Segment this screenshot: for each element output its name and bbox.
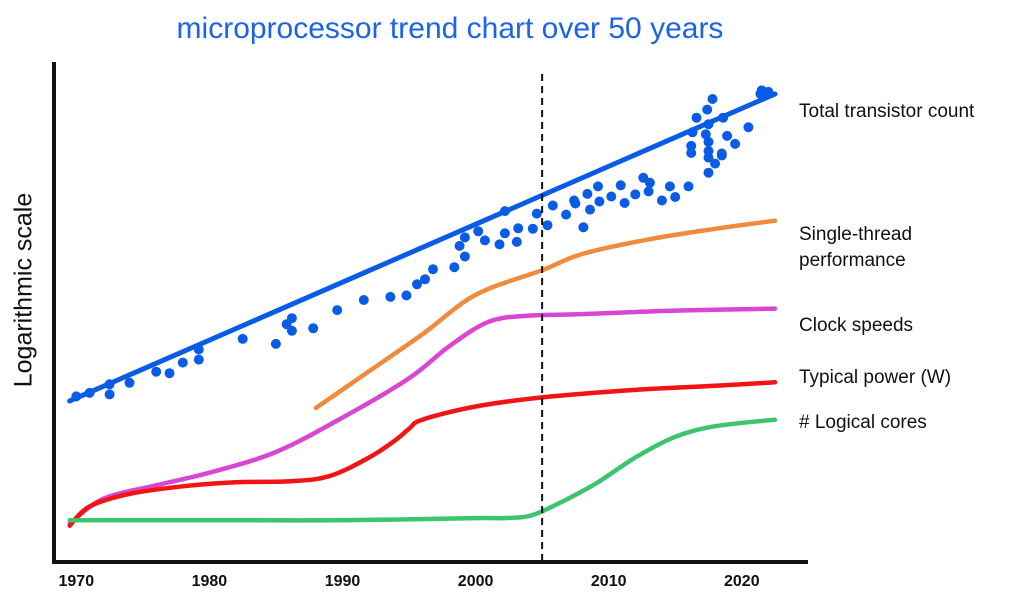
total-transistor-count-point	[686, 140, 697, 151]
total-transistor-count-point	[686, 148, 697, 158]
total-transistor-count-point	[308, 323, 319, 334]
total-transistor-count-point	[578, 222, 589, 233]
total-transistor-count-point	[358, 295, 369, 305]
total-transistor-count-point	[569, 195, 580, 206]
total-transistor-count-point	[428, 264, 438, 275]
typical-power-w-line	[67, 380, 778, 528]
total-transistor-count-point	[547, 200, 558, 211]
total-transistor-count-point	[606, 191, 617, 202]
x-tick-label: 1990	[325, 573, 361, 590]
total-transistor-count-point	[700, 129, 711, 140]
x-tick-label: 2000	[458, 573, 494, 590]
total-transistor-count-point	[499, 228, 510, 239]
x-tick-label: 1980	[192, 573, 228, 590]
total-transistor-count-point	[763, 86, 774, 97]
total-transistor-count-point	[459, 251, 470, 262]
total-transistor-count-point	[459, 232, 470, 243]
total-transistor-count-point	[513, 223, 524, 234]
total-transistor-count-point	[420, 274, 430, 285]
total-transistor-count-point	[104, 389, 115, 400]
total-transistor-count-point	[177, 357, 188, 368]
total-transistor-count-point	[531, 208, 542, 219]
x-tick-label: 2020	[724, 573, 760, 590]
total-transistor-count-point	[473, 226, 484, 237]
total-transistor-count-point	[511, 236, 522, 247]
total-transistor-count-point	[164, 368, 175, 379]
total-transistor-count-point	[193, 344, 204, 355]
total-transistor-count-point	[286, 325, 297, 336]
total-transistor-count-point	[594, 196, 605, 207]
total-transistor-count-point	[670, 192, 681, 202]
total-transistor-count-point	[270, 338, 281, 349]
x-tick-label: 1970	[59, 573, 95, 590]
total-transistor-count-point	[615, 180, 626, 191]
total-transistor-count-point	[619, 198, 630, 208]
total-transistor-count-point	[454, 240, 465, 251]
total-transistor-count-point	[412, 279, 422, 290]
total-transistor-count-point	[561, 209, 572, 220]
total-transistor-count-point	[193, 354, 204, 365]
clock-speeds-label: Clock speeds	[799, 315, 913, 336]
total-transistor-count-point	[527, 223, 538, 234]
total-transistor-count-point	[494, 239, 505, 250]
total-transistor-count-point	[716, 148, 727, 159]
typical-power-w-label: Typical power (W)	[799, 367, 951, 388]
total-transistor-count-point	[593, 181, 603, 192]
total-transistor-count-point	[449, 262, 460, 273]
total-transistor-count-point	[687, 127, 698, 138]
total-transistor-count-point	[237, 333, 248, 344]
total-transistor-count-point	[479, 235, 490, 246]
total-transistor-count-point	[707, 94, 718, 104]
total-transistor-count-point	[151, 366, 162, 377]
total-transistor-count-point	[718, 112, 729, 123]
total-transistor-count-point	[664, 181, 675, 192]
total-transistor-count-point	[84, 387, 95, 398]
total-transistor-count-point	[722, 130, 733, 141]
total-transistor-count-point	[286, 313, 297, 324]
total-transistor-count-label: Total transistor count	[799, 101, 975, 122]
total-transistor-count-point	[638, 172, 649, 183]
total-transistor-count-point	[702, 104, 713, 115]
total-transistor-count-point	[710, 158, 721, 169]
total-transistor-count-point	[703, 152, 714, 163]
logical-cores-label: # Logical cores	[799, 412, 927, 433]
total-transistor-count-point	[401, 290, 412, 301]
logical-cores-line	[67, 417, 778, 523]
total-transistor-count-point	[385, 291, 396, 302]
total-transistor-count-point	[703, 136, 714, 147]
total-transistor-count-point	[124, 377, 135, 388]
chart-title: microprocessor trend chart over 50 years	[176, 12, 724, 45]
total-transistor-count-point	[743, 122, 754, 133]
total-transistor-count-point	[582, 188, 593, 199]
total-transistor-count-point	[691, 112, 702, 123]
single-thread-performance-label: Single-thread performance	[799, 224, 912, 271]
total-transistor-count-point	[332, 305, 343, 316]
total-transistor-count-point	[703, 119, 714, 130]
total-transistor-count-point	[683, 181, 694, 192]
x-tick-label: 2010	[591, 573, 627, 590]
clock-speeds-line	[67, 306, 778, 526]
total-transistor-count-point	[730, 138, 741, 149]
total-transistor-count-point	[542, 220, 553, 231]
total-transistor-count-point	[703, 167, 714, 178]
total-transistor-count-point	[755, 88, 766, 99]
total-transistor-count-point	[630, 189, 641, 200]
total-transistor-count-point	[71, 391, 82, 402]
total-transistor-count-point	[585, 204, 595, 215]
total-transistor-count-point	[656, 195, 667, 206]
total-transistor-count-point	[499, 206, 510, 217]
total-transistor-count-trend-line	[67, 91, 778, 404]
total-transistor-count-point	[643, 186, 654, 197]
total-transistor-count-point	[104, 379, 115, 390]
